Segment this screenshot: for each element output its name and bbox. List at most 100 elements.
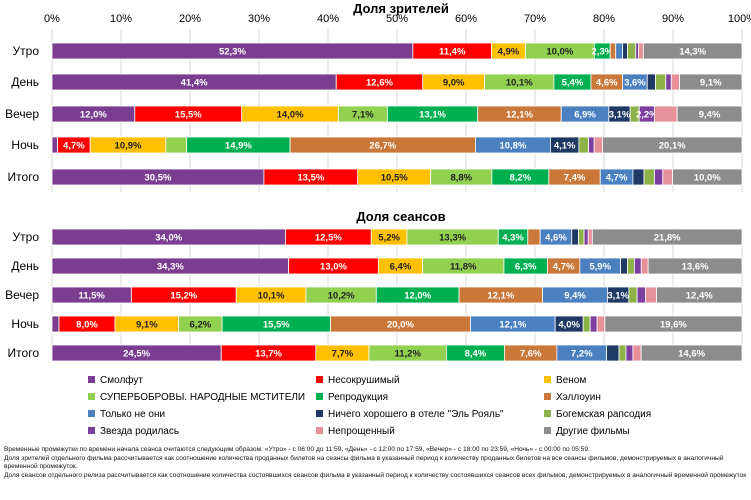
bar-segment — [602, 136, 743, 154]
legend-label: Веном — [556, 375, 587, 386]
data-label: 12,0% — [80, 110, 107, 121]
x-tick-label: 50% — [386, 13, 408, 25]
bar-segment — [583, 228, 589, 246]
category-label: День — [11, 259, 39, 273]
legend-swatch — [544, 409, 551, 417]
data-label: 9,0% — [443, 78, 465, 89]
category-label: Вечер — [5, 107, 39, 121]
bar-segment — [655, 73, 667, 91]
bar-segment — [632, 344, 642, 362]
bar-segment — [656, 286, 743, 304]
data-label: 10,0% — [694, 173, 721, 184]
data-label: 13,1% — [419, 110, 446, 121]
legend-swatch — [316, 426, 323, 434]
data-label: 4,7% — [63, 141, 85, 152]
data-label: 13,6% — [682, 262, 709, 273]
data-label: 2,3% — [591, 47, 613, 58]
data-label: 10,2% — [328, 291, 355, 302]
legend-label: Звезда родилась — [100, 426, 180, 437]
legend-item: Другие фильмы — [544, 426, 630, 438]
legend-swatch — [544, 375, 551, 383]
data-label: 4,6% — [545, 233, 567, 244]
legend-label: Богемская рапсодия — [556, 409, 652, 420]
legend-swatch — [88, 426, 95, 434]
legend-item: Репродукция — [316, 392, 388, 404]
data-label: 3,1% — [607, 291, 629, 302]
legend-label: СУПЕРБОБРОВЫ. НАРОДНЫЕ МСТИТЕЛИ — [100, 392, 306, 403]
legend-item: Ничего хорошего в отеле "Эль Рояль" — [316, 409, 504, 421]
bar-segment — [587, 228, 593, 246]
data-label: 4,7% — [606, 173, 628, 184]
legend-label: Смолфут — [100, 375, 143, 386]
data-label: 41,4% — [181, 78, 208, 89]
bar-segment — [596, 315, 606, 333]
data-label: 6,4% — [390, 262, 412, 273]
bar-segment — [646, 73, 656, 91]
bar-segment — [647, 257, 743, 275]
data-label: 19,6% — [660, 320, 687, 331]
legend-item: Звезда родилась — [88, 426, 179, 438]
bar-segment — [643, 168, 655, 186]
bar-segment — [632, 168, 645, 186]
legend-label: Другие фильмы — [556, 426, 630, 437]
data-label: 4,0% — [558, 320, 580, 331]
sessions-share-chart: Доля сеансов Утро 34,0% 12,5% 5,2% 13,3% 4,3%… — [5, 209, 743, 362]
bar-segment — [591, 228, 743, 246]
data-label: 15,5% — [263, 320, 290, 331]
bar-segment — [628, 286, 638, 304]
data-label: 10,0% — [546, 47, 573, 58]
data-label: 10,9% — [115, 141, 142, 152]
data-label: 10,1% — [258, 291, 285, 302]
legend-item: Хэллоуин — [544, 392, 601, 404]
legend-item: СУПЕРБОБРОВЫ. НАРОДНЫЕ МСТИТЕЛИ — [88, 392, 305, 404]
data-label: 12,1% — [506, 110, 533, 121]
data-label: 12,0% — [404, 291, 431, 302]
footnotes: Временные промежутки по времени начала с… — [4, 446, 748, 480]
data-label: 9,1% — [136, 320, 158, 331]
bar-segment — [633, 257, 642, 275]
x-tick-label: 40% — [317, 13, 339, 25]
bar-segment — [653, 105, 678, 123]
x-tick-label: 60% — [455, 13, 477, 25]
legend-swatch — [88, 392, 95, 400]
data-label: 10,8% — [499, 141, 526, 152]
chart-title: Доля зрителей — [353, 1, 449, 16]
bar-segment — [165, 136, 188, 154]
data-label: 5,4% — [562, 78, 584, 89]
bar-segment — [609, 42, 617, 60]
bar-segment — [642, 42, 743, 60]
bar-segment — [588, 136, 595, 154]
bar-segment — [578, 228, 585, 246]
data-label: 12,5% — [315, 233, 342, 244]
data-label: 7,7% — [332, 349, 354, 360]
legend-label: Только не они — [100, 409, 166, 420]
x-tick-label: 20% — [179, 13, 201, 25]
viewers-share-chart: Доля зрителей 0% 10% 20% 30% 40% 50% 60% 70% 80%… — [5, 1, 751, 192]
data-label: 13,7% — [255, 349, 282, 360]
category-label: Ночь — [11, 138, 39, 152]
chart-title: Доля сеансов — [356, 209, 445, 224]
legend-swatch — [88, 375, 95, 383]
legend-item: Только не они — [88, 409, 165, 421]
x-tick-label: 90% — [662, 13, 684, 25]
x-tick-label: 0% — [44, 13, 60, 25]
footnote-periods: Временные промежутки по времени начала с… — [4, 446, 590, 453]
data-label: 15,5% — [175, 110, 202, 121]
data-label: 7,6% — [520, 349, 542, 360]
data-label: 20,0% — [387, 320, 414, 331]
legend-swatch — [316, 392, 323, 400]
data-label: 2,2% — [636, 110, 658, 121]
legend-label: Непрощенный — [328, 426, 395, 437]
bar-segment — [593, 136, 603, 154]
bar-segment — [627, 257, 635, 275]
data-label: 34,0% — [155, 233, 182, 244]
data-label: 11,4% — [439, 47, 466, 58]
data-label: 13,3% — [439, 233, 466, 244]
bar-segment — [670, 73, 680, 91]
data-label: 5,9% — [589, 262, 611, 273]
category-label: Утро — [13, 230, 40, 244]
bar-segment — [676, 105, 743, 123]
data-label: 11,2% — [394, 349, 421, 360]
bar-segment — [672, 168, 743, 186]
